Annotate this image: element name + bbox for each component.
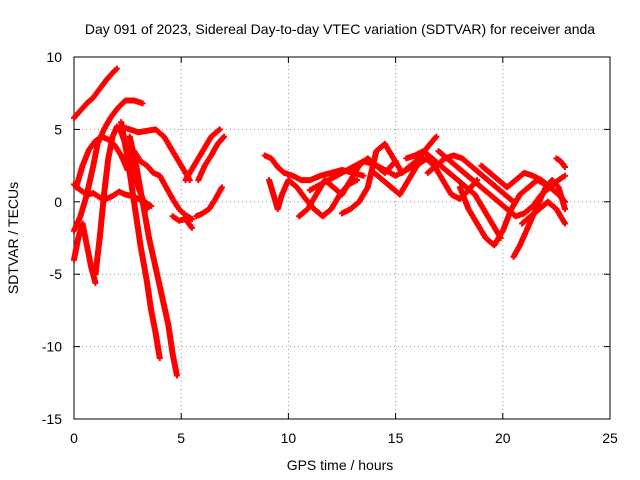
series-track-7 (118, 123, 193, 184)
x-tick-label: 0 (70, 430, 78, 446)
data-point (354, 177, 361, 184)
x-tick-labels: 0 5 10 15 20 25 (70, 430, 618, 446)
x-tick-label: 5 (177, 430, 185, 446)
x-tick-label: 10 (281, 430, 297, 446)
series-track-5 (71, 220, 99, 286)
y-tick-labels: -15 -10 -5 0 5 10 (42, 49, 62, 427)
data-point (216, 126, 223, 133)
x-axis-label: GPS time / hours (287, 457, 394, 473)
data-point (218, 184, 225, 191)
y-tick-label: 5 (54, 121, 62, 137)
data-point (92, 279, 99, 286)
series-track-14 (195, 133, 228, 184)
y-tick-label: -15 (42, 411, 62, 427)
data-point (148, 203, 155, 210)
series-track-2 (71, 65, 120, 121)
y-axis-label: SDTVAR / TECUs (5, 182, 21, 294)
data-point (360, 172, 367, 179)
data-point (561, 172, 568, 179)
series-track-13 (193, 184, 225, 220)
series-track-10 (126, 133, 180, 379)
x-tick-label: 25 (602, 430, 618, 446)
series-track-4 (71, 97, 146, 234)
data-point (173, 372, 180, 379)
data-point (188, 224, 195, 231)
series-track-27 (519, 198, 568, 227)
chart-ticks (73, 56, 611, 420)
series-track-19 (339, 133, 440, 217)
data-point (561, 164, 568, 171)
x-tick-label: 15 (388, 430, 404, 446)
data-point (561, 206, 568, 213)
y-tick-label: 0 (54, 194, 62, 210)
y-tick-label: 10 (46, 49, 62, 65)
series-track-28 (553, 155, 568, 171)
data-point (139, 100, 146, 107)
data-point (561, 220, 568, 227)
chart-grid (74, 57, 610, 419)
data-points (71, 65, 568, 379)
series-track-8 (131, 148, 195, 223)
series-track-3 (73, 133, 131, 191)
y-tick-label: -10 (42, 339, 62, 355)
series-track-12 (182, 126, 223, 184)
data-point (156, 355, 163, 362)
plot-frame (73, 56, 611, 420)
data-point (221, 133, 228, 140)
data-point (188, 216, 195, 223)
data-point (113, 65, 120, 72)
chart-title: Day 091 of 2023, Sidereal Day-to-day VTE… (85, 21, 595, 37)
y-tick-label: -5 (50, 266, 63, 282)
x-tick-label: 20 (495, 430, 511, 446)
series-track-21 (403, 148, 504, 241)
series-track-11 (169, 213, 195, 231)
series-track-9 (118, 119, 163, 362)
data-point (433, 133, 440, 140)
